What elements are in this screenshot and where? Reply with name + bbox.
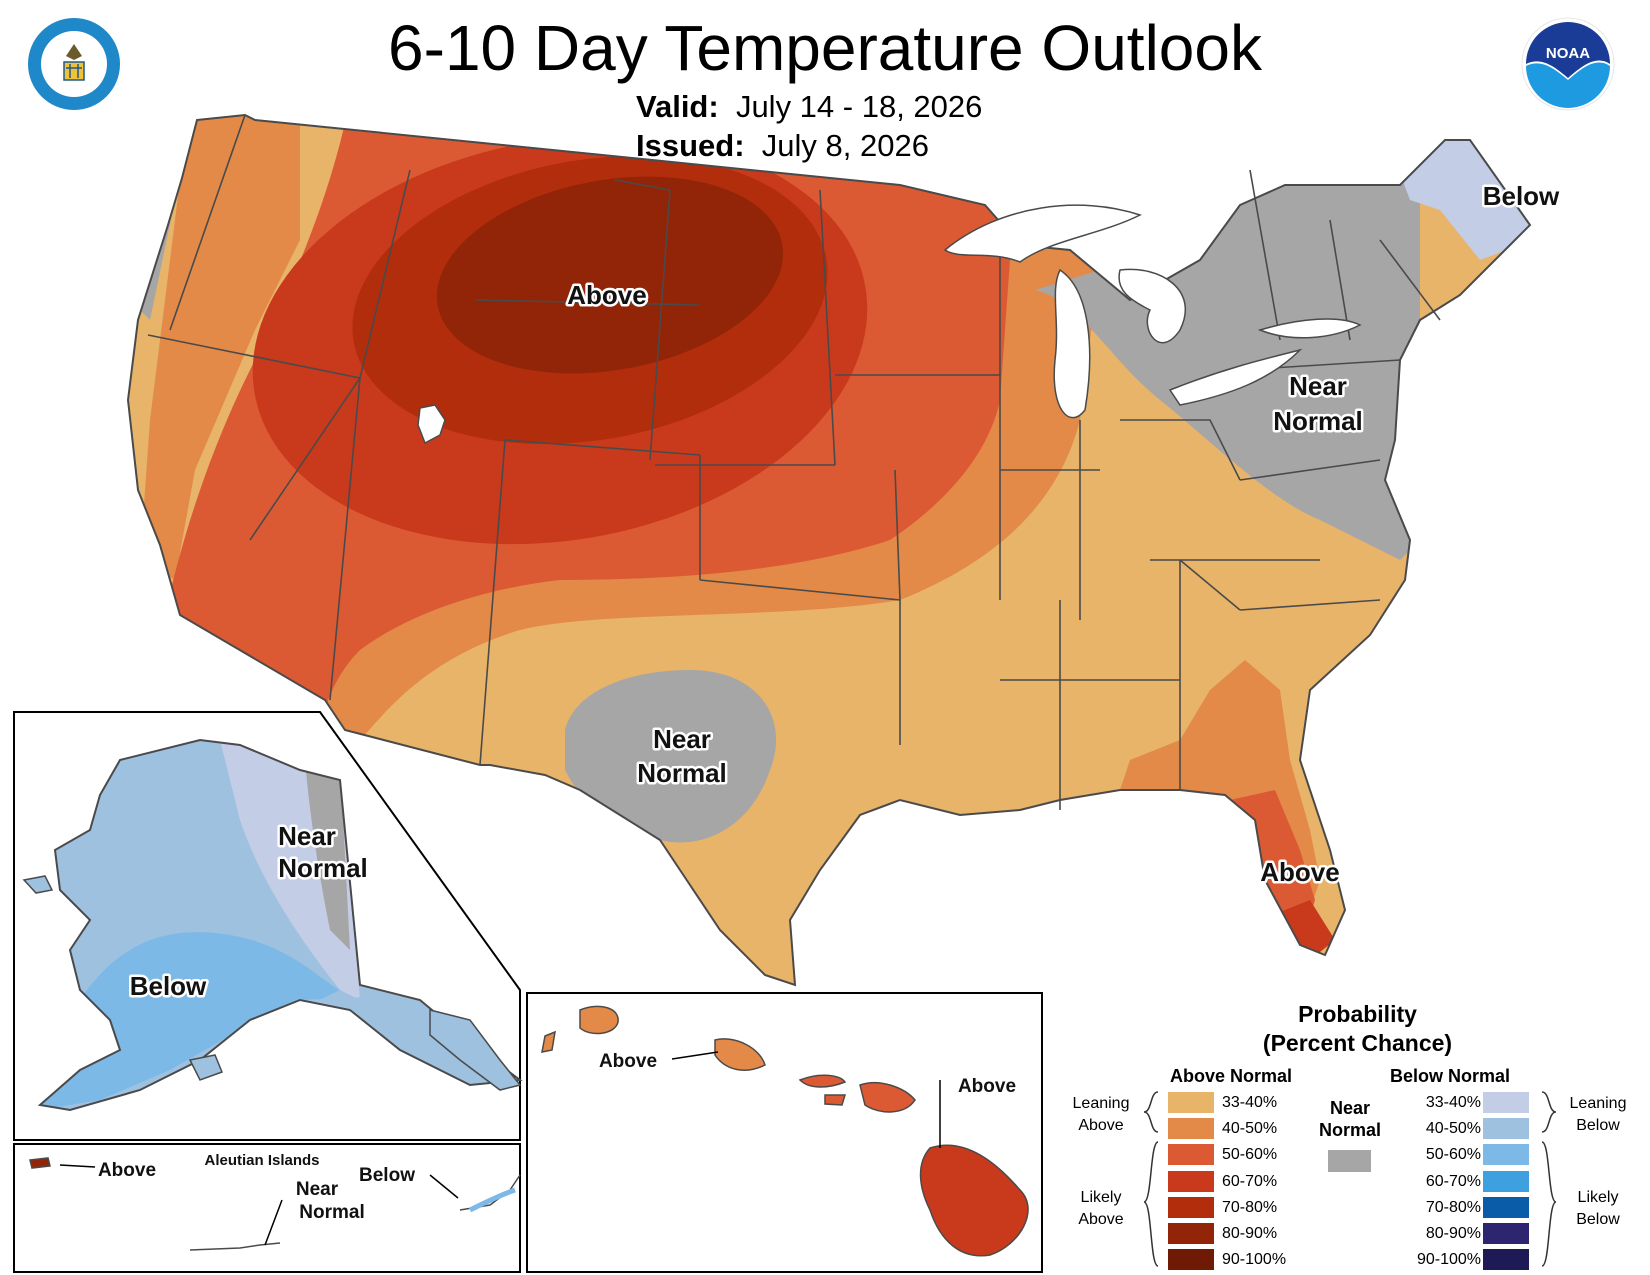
legend-below-header: Below Normal <box>1390 1066 1511 1086</box>
legend-likely-above-line-1: Likely <box>1080 1189 1122 1206</box>
noaa-logo: NOAA <box>1521 17 1615 111</box>
legend-above-swatch-3 <box>1168 1170 1214 1192</box>
legend-above-swatch-6 <box>1168 1249 1214 1271</box>
legend-above-label-4: 70-80% <box>1222 1198 1278 1216</box>
legend-near-normal-header: Near Normal <box>1315 1097 1385 1141</box>
legend-below-label-6: 90-100% <box>1416 1251 1481 1269</box>
legend-above-swatch-4 <box>1168 1196 1214 1218</box>
legend-title: Probability (Percent Chance) <box>1210 1000 1505 1058</box>
legend-below-swatch-6 <box>1483 1249 1529 1271</box>
legend-below-swatch-3 <box>1483 1170 1529 1192</box>
legend-above-label-3: 60-70% <box>1222 1172 1278 1190</box>
label-aleutian-title: Aleutian Islands <box>204 1152 319 1169</box>
legend-below-label-2: 50-60% <box>1425 1146 1481 1164</box>
valid-dates: Valid: July 14 - 18, 2026 <box>636 88 982 126</box>
noaa-logo-text: NOAA <box>1546 45 1590 62</box>
legend-above-swatch-5 <box>1168 1223 1214 1244</box>
legend-leaning-above-line-2: Above <box>1078 1117 1124 1134</box>
aleutian-islands <box>29 1157 521 1251</box>
legend-below-label-0: 33-40% <box>1425 1094 1481 1111</box>
legend-below-swatch-4 <box>1483 1196 1529 1218</box>
north-above-80-90 <box>436 176 784 374</box>
state-boundaries <box>147 114 1441 810</box>
legend-above-swatch-2 <box>1168 1144 1214 1166</box>
seal-shield-icon <box>63 61 85 81</box>
legend-near-header-line-2: Normal <box>1318 1120 1381 1140</box>
legend-above-label-5: 80-90% <box>1222 1225 1278 1242</box>
legend-above-swatch-0 <box>1168 1092 1214 1113</box>
hawaii-islands <box>541 1005 1029 1257</box>
legend-below-label-5: 80-90% <box>1425 1225 1481 1242</box>
legend-leaning-above-line-1: Leaning <box>1072 1095 1130 1112</box>
legend-above-label-2: 50-60% <box>1222 1146 1278 1164</box>
legend-below-swatch-1 <box>1483 1118 1529 1140</box>
label-near-normal-east-2: Normal <box>1273 406 1363 436</box>
label-aleutian-above: Above <box>98 1160 156 1181</box>
issued-label: Issued: <box>636 128 745 163</box>
legend-leaning-below-label: Leaning Below <box>1560 1093 1636 1137</box>
label-aleutian-near-normal-1: Near <box>296 1179 339 1200</box>
issued-date: Issued: July 8, 2026 <box>636 127 929 165</box>
department-of-commerce-seal <box>28 18 120 110</box>
legend-below-swatch-0 <box>1483 1092 1529 1113</box>
legend-above-label-0: 33-40% <box>1222 1094 1278 1111</box>
label-alaska-near-normal-1: Near <box>278 821 336 851</box>
label-hawaii-above-west: Above <box>599 1051 657 1072</box>
great-salt-lake <box>417 404 446 445</box>
legend-likely-below-line-1: Likely <box>1577 1189 1619 1206</box>
valid-value: July 14 - 18, 2026 <box>735 89 983 124</box>
label-hawaii-above-east: Above <box>958 1076 1016 1097</box>
legend-leaning-above-label: Leaning Above <box>1063 1093 1139 1137</box>
alaska-islands <box>22 875 522 1091</box>
legend-above-label-6: 90-100% <box>1222 1251 1287 1269</box>
aleutian-inset-frame <box>13 1143 521 1273</box>
noaa-sky-icon <box>1526 22 1610 78</box>
legend-title-line-1: Probability <box>1298 1001 1417 1027</box>
legend-likely-above-label: Likely Above <box>1063 1187 1139 1231</box>
label-alaska-near-normal-2: Normal <box>278 853 368 883</box>
label-below-maine: Below <box>1483 181 1560 211</box>
legend-near-normal-swatch <box>1328 1150 1371 1172</box>
legend-likely-below-line-2: Below <box>1576 1211 1620 1228</box>
legend-above-swatch-1 <box>1168 1118 1214 1140</box>
legend-likely-above-line-2: Above <box>1078 1211 1124 1228</box>
legend-above-header: Above Normal <box>1170 1066 1293 1086</box>
legend-title-line-2: (Percent Chance) <box>1262 1030 1453 1056</box>
label-near-normal-east-1: Near <box>1289 371 1347 401</box>
valid-label: Valid: <box>636 89 719 124</box>
legend-likely-below-label: Likely Below <box>1560 1187 1636 1231</box>
seal-eagle-icon <box>66 44 82 60</box>
noaa-water-icon <box>1526 62 1610 108</box>
conus-west-coast-above-40-50 <box>140 115 300 580</box>
label-above-north: Above <box>567 280 646 310</box>
legend-above-label-1: 40-50% <box>1222 1120 1278 1138</box>
legend-brace-below <box>1541 1091 1557 1267</box>
map-title: 6-10 Day Temperature Outlook <box>388 12 1262 84</box>
legend-below-swatch-5 <box>1483 1223 1529 1244</box>
legend-below-swatch-2 <box>1483 1144 1529 1166</box>
legend-leaning-below-line-2: Below <box>1576 1117 1620 1134</box>
label-alaska-below: Below <box>130 971 207 1001</box>
label-aleutian-near-normal-2: Normal <box>299 1202 364 1223</box>
label-near-normal-texas-1: Near <box>653 724 711 754</box>
conus-probability-shading <box>128 115 1530 985</box>
label-aleutian-below: Below <box>359 1165 415 1186</box>
legend-below-label-3: 60-70% <box>1425 1172 1481 1190</box>
northeast-near-normal <box>1035 140 1420 560</box>
issued-value: July 8, 2026 <box>761 128 929 163</box>
legend-leaning-below-line-1: Leaning <box>1569 1095 1627 1112</box>
legend-below-label-1: 40-50% <box>1425 1120 1481 1138</box>
legend-below-label-4: 70-80% <box>1425 1198 1481 1216</box>
legend-brace-above <box>1143 1091 1159 1267</box>
great-lakes <box>417 204 1362 445</box>
texas-near-normal <box>565 670 777 843</box>
conus-outline <box>126 113 1532 987</box>
label-above-florida: Above <box>1260 857 1339 887</box>
legend-near-header-line-1: Near <box>1329 1098 1371 1118</box>
label-near-normal-texas-2: Normal <box>637 758 727 788</box>
